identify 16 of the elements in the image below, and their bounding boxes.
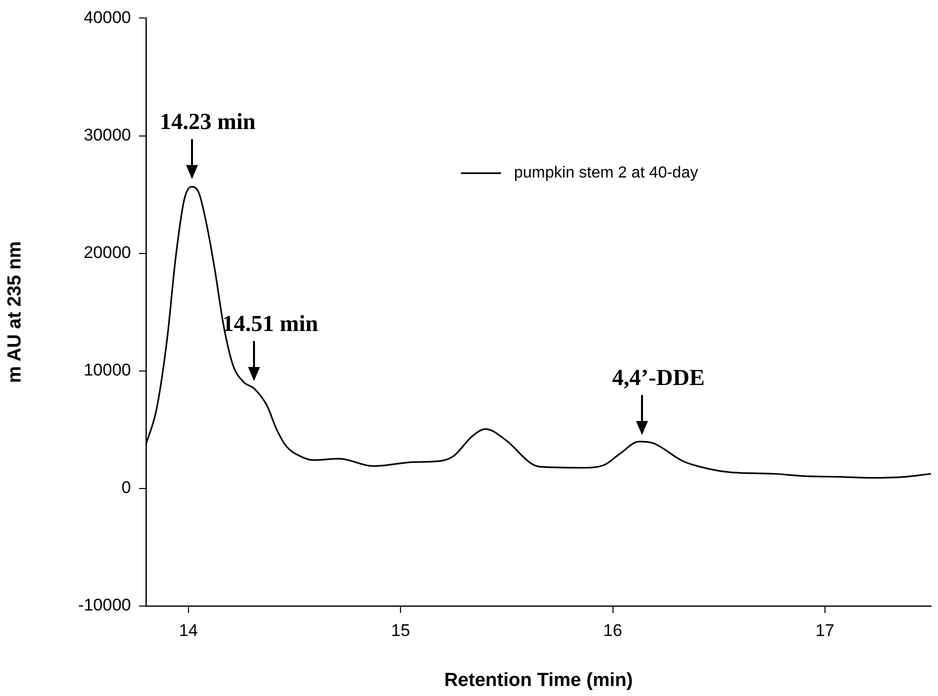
y-tick-label: 10000 (84, 360, 131, 380)
legend-label: pumpkin stem 2 at 40-day (514, 164, 698, 182)
x-tick-label: 17 (815, 620, 834, 640)
annotation: 14.51 min (222, 311, 318, 336)
y-axis-title: m AU at 235 nm (4, 241, 26, 384)
x-tick-label: 14 (178, 620, 198, 640)
y-tick-label: 20000 (84, 243, 131, 262)
x-axis-title: Retention Time (min) (444, 670, 633, 691)
y-tick-label: 0 (122, 478, 131, 498)
y-tick-label: 30000 (84, 125, 131, 144)
annotation: 4,4’-DDE (612, 365, 705, 390)
y-tick-label: 40000 (84, 8, 131, 27)
annotation: 14.23 min (160, 109, 256, 134)
y-tick-label: -10000 (78, 596, 131, 615)
x-tick-label: 15 (391, 620, 410, 640)
x-tick-label: 16 (603, 620, 622, 640)
